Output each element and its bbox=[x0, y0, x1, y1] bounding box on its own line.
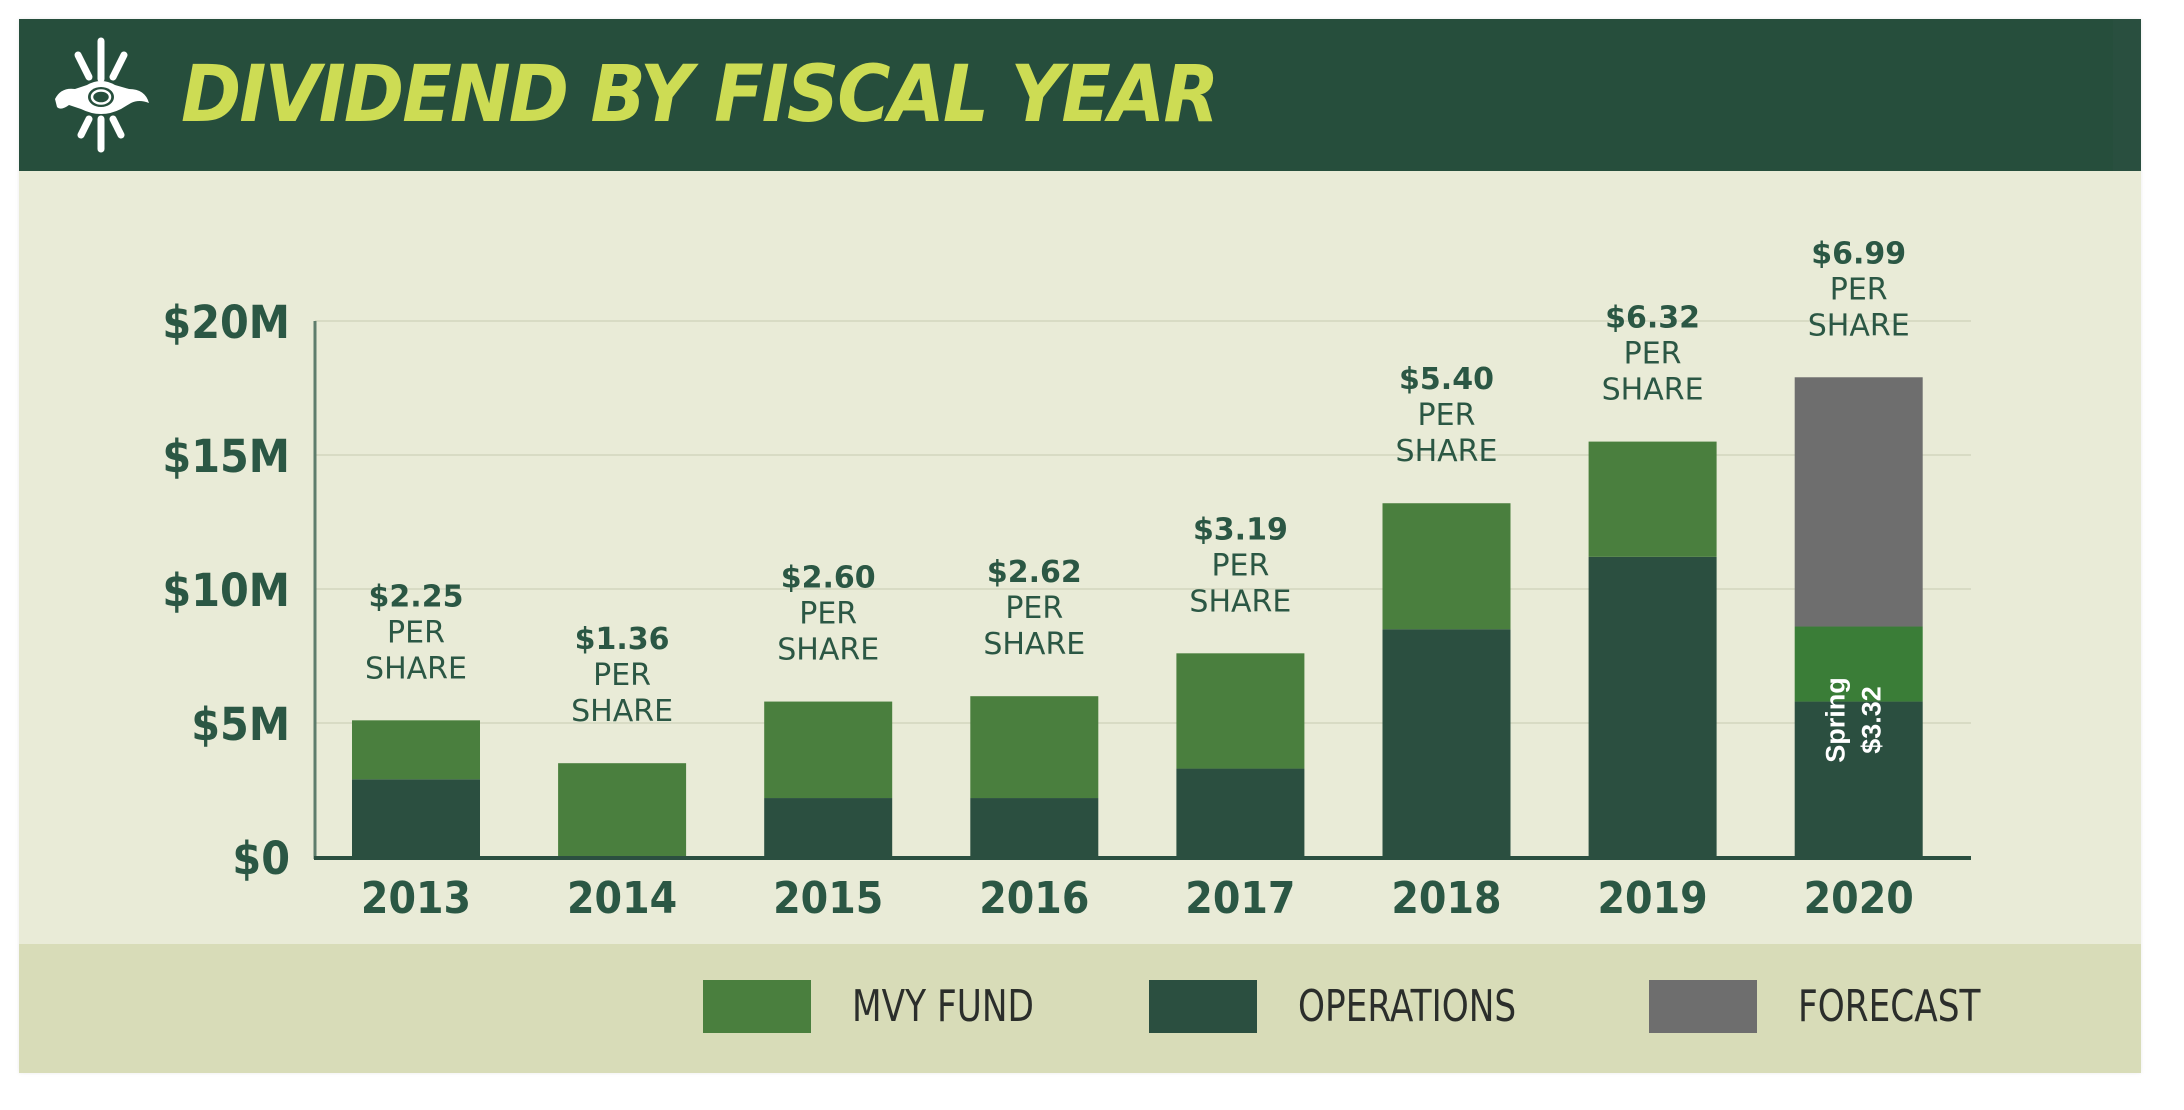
legend-item-operations: OPERATIONS bbox=[1149, 979, 1578, 1033]
per-share-label-share: SHARE bbox=[1602, 373, 1704, 408]
bar-segment-operations bbox=[764, 798, 893, 857]
x-tick-labels: 2013 2014 2015 2016 2017 2018 2019 2020 bbox=[361, 872, 1914, 924]
x-tick-label: 2017 bbox=[1185, 872, 1295, 924]
legend-label: MVY FUND bbox=[852, 980, 1034, 1032]
x-tick-label: 2015 bbox=[773, 872, 883, 924]
per-share-label-value: $2.60 bbox=[781, 561, 876, 596]
per-share-label-share: SHARE bbox=[1808, 308, 1910, 343]
bar-segment-operations bbox=[1382, 629, 1511, 857]
per-share-label-share: SHARE bbox=[365, 651, 467, 686]
y-tick-label: $5M bbox=[191, 699, 290, 751]
bar-segment-operations bbox=[1794, 701, 1923, 857]
legend-item-forecast: FORECAST bbox=[1649, 979, 2032, 1033]
axes bbox=[313, 321, 1971, 860]
x-tick-label: 2018 bbox=[1391, 872, 1501, 924]
per-share-label-value: $1.36 bbox=[575, 622, 670, 657]
per-share-label-per: PER bbox=[1830, 272, 1888, 307]
chart-title: DIVIDEND BY FISCAL YEAR bbox=[181, 50, 1219, 140]
bar-segment-operations bbox=[352, 779, 480, 857]
bar-segment-operations bbox=[1588, 556, 1717, 857]
per-share-label-value: $6.32 bbox=[1605, 301, 1700, 336]
per-share-label-per: PER bbox=[593, 658, 651, 693]
per-share-label-per: PER bbox=[387, 615, 445, 650]
legend-label: OPERATIONS bbox=[1298, 980, 1517, 1032]
bar-segment-mvy-fund bbox=[970, 696, 1099, 799]
x-tick-label: 2019 bbox=[1598, 872, 1708, 924]
legend-swatch-mvy-fund bbox=[703, 979, 811, 1033]
per-share-label-per: PER bbox=[1005, 591, 1063, 626]
bar-segment-mvy-fund bbox=[352, 720, 480, 780]
y-tick-label: $10M bbox=[162, 565, 290, 617]
legend: MVY FUND OPERATIONS FORECAST bbox=[19, 944, 2141, 1073]
per-share-label-per: PER bbox=[1211, 548, 1269, 583]
bar-segment-mvy-fund bbox=[764, 701, 893, 799]
x-tick-label: 2013 bbox=[361, 872, 471, 924]
bar-segment-mvy-fund bbox=[558, 763, 687, 857]
bar-segment-operations bbox=[1176, 768, 1305, 857]
legend-label: FORECAST bbox=[1798, 980, 1981, 1032]
per-share-label-share: SHARE bbox=[1189, 584, 1291, 619]
bar-segment-mvy-fund bbox=[1382, 503, 1511, 630]
thunderbird-sun-icon bbox=[55, 37, 149, 153]
legend-item-mvy-fund: MVY FUND bbox=[703, 979, 1085, 1033]
per-share-label-share: SHARE bbox=[571, 694, 673, 729]
x-tick-label: 2014 bbox=[567, 872, 677, 924]
per-share-label-value: $2.62 bbox=[987, 555, 1082, 590]
header-inner bbox=[19, 19, 2113, 171]
per-share-label-per: PER bbox=[1624, 337, 1682, 372]
per-share-label-share: SHARE bbox=[777, 633, 879, 668]
bar-segment-operations bbox=[970, 798, 1099, 857]
y-tick-label: $0 bbox=[232, 833, 290, 885]
per-share-label-value: $3.19 bbox=[1193, 512, 1288, 547]
header-band: DIVIDEND BY FISCAL YEAR bbox=[19, 19, 2141, 171]
per-share-label-value: $6.99 bbox=[1811, 236, 1906, 271]
bar-note-season: Spring bbox=[1821, 677, 1851, 763]
bar-segment-mvy-fund bbox=[1176, 653, 1305, 769]
per-share-label-per: PER bbox=[1418, 398, 1476, 433]
bars bbox=[352, 377, 1923, 857]
x-tick-label: 2020 bbox=[1804, 872, 1914, 924]
chart-panel: DIVIDEND BY FISCAL YEAR MVY FUND OPERATI… bbox=[19, 19, 2141, 1073]
per-share-label-value: $5.40 bbox=[1399, 362, 1494, 397]
legend-swatch-forecast bbox=[1649, 979, 1757, 1033]
legend-swatch-operations bbox=[1149, 979, 1257, 1033]
per-share-label-per: PER bbox=[799, 597, 857, 632]
bar-notes: Spring $3.32 bbox=[1821, 677, 1887, 763]
y-tick-label: $20M bbox=[162, 297, 290, 349]
y-tick-labels: $0 $5M $10M $15M $20M bbox=[162, 297, 290, 885]
y-tick-label: $15M bbox=[162, 431, 290, 483]
gridlines bbox=[315, 320, 1971, 724]
bar-segment-forecast bbox=[1794, 377, 1923, 627]
bar-note-amount: $3.32 bbox=[1857, 686, 1887, 754]
per-share-label-share: SHARE bbox=[983, 627, 1085, 662]
x-tick-label: 2016 bbox=[979, 872, 1089, 924]
bar-segment-mvy-fund bbox=[1588, 441, 1717, 557]
bar-segment-mvy-fund bbox=[1794, 626, 1923, 702]
per-share-label-value: $2.25 bbox=[369, 579, 464, 614]
per-share-label-share: SHARE bbox=[1396, 434, 1498, 469]
